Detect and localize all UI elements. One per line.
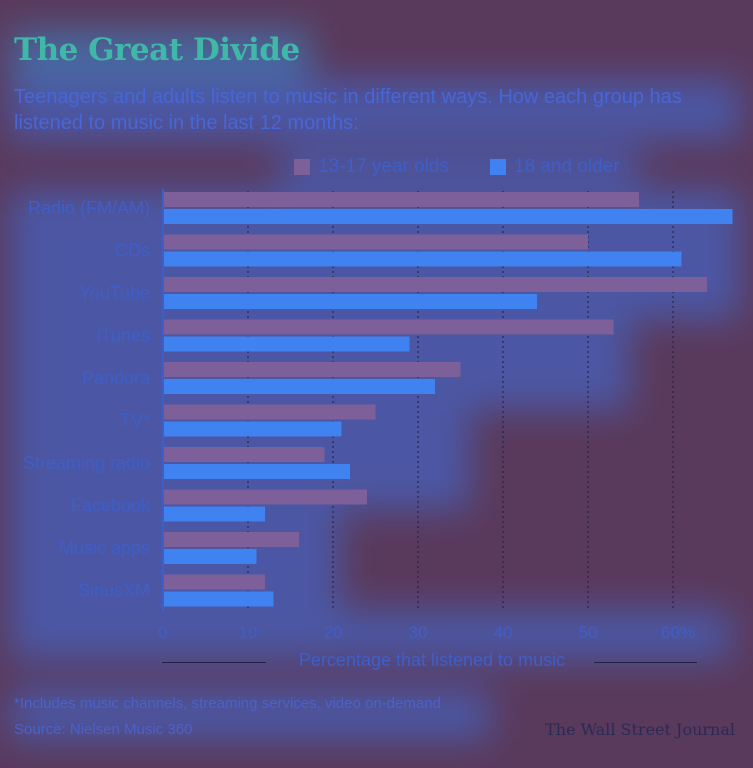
category-label-3: iTunes (97, 326, 150, 346)
bar-chart: Radio (FM/AM) CDs YouTube iTunes Pandora TV* S… (23, 189, 733, 642)
category-label-8: Music apps (59, 538, 150, 558)
bar-teens-5 (163, 404, 376, 420)
legend-label-teens: 13-17 year olds (318, 156, 449, 177)
category-label-0: Radio (FM/AM) (28, 198, 150, 218)
publisher-credit: The Wall Street Journal (545, 720, 735, 739)
x-tick-label-4: 40 (494, 623, 513, 642)
category-label-2: YouTube (79, 283, 150, 303)
bar-adults-9 (163, 591, 274, 607)
legend-item-teens: 13-17 year olds (294, 155, 449, 179)
x-tick-label-1: 10 (239, 623, 258, 642)
x-axis-title-row: Percentage that listened to music (162, 650, 697, 674)
bar-adults-2 (163, 294, 537, 309)
bar-teens-2 (163, 277, 707, 292)
bar-teens-6 (163, 447, 325, 462)
x-tick-label-5: 50 (579, 623, 598, 642)
category-label-7: Facebook (71, 496, 151, 516)
bar-teens-7 (163, 489, 367, 505)
x-tick-label-3: 30 (409, 623, 428, 642)
axis-title-rule-right (594, 662, 697, 663)
bar-adults-6 (163, 464, 350, 479)
legend-label-adults: 18 and older (514, 156, 620, 177)
bar-adults-0 (163, 209, 733, 224)
category-label-5: TV* (120, 411, 150, 431)
bar-adults-4 (163, 379, 435, 394)
bar-adults-8 (163, 549, 257, 564)
bar-teens-0 (163, 192, 639, 207)
legend-swatch-teens (294, 159, 310, 175)
footnote: *Includes music channels, streaming serv… (14, 695, 441, 712)
bar-adults-3 (163, 336, 410, 352)
category-label-9: SiriusXM (78, 581, 150, 601)
x-tick-label-6: 60% (661, 623, 695, 642)
axis-title-rule-left (162, 662, 266, 663)
bar-adults-7 (163, 506, 265, 522)
category-label-4: Pandora (82, 368, 151, 388)
x-axis-title: Percentage that listened to music (298, 650, 566, 670)
source-note: Source: Nielsen Music 360 (14, 721, 193, 738)
x-tick-label-2: 20 (324, 623, 343, 642)
legend-swatch-adults (490, 159, 506, 175)
category-label-1: CDs (115, 241, 150, 261)
chart-subtitle: Teenagers and adults listen to music in … (14, 86, 682, 134)
bar-teens-8 (163, 532, 299, 547)
chart-title: The Great Divide (14, 32, 300, 68)
x-tick-label-0: 0 (158, 623, 167, 642)
bar-teens-3 (163, 319, 614, 335)
category-label-6: Streaming radio (23, 453, 150, 473)
bar-teens-1 (163, 234, 588, 250)
bar-adults-5 (163, 421, 342, 437)
legend-item-adults: 18 and older (490, 155, 620, 179)
bar-teens-4 (163, 362, 461, 377)
bar-teens-9 (163, 574, 265, 590)
bar-adults-1 (163, 251, 682, 267)
